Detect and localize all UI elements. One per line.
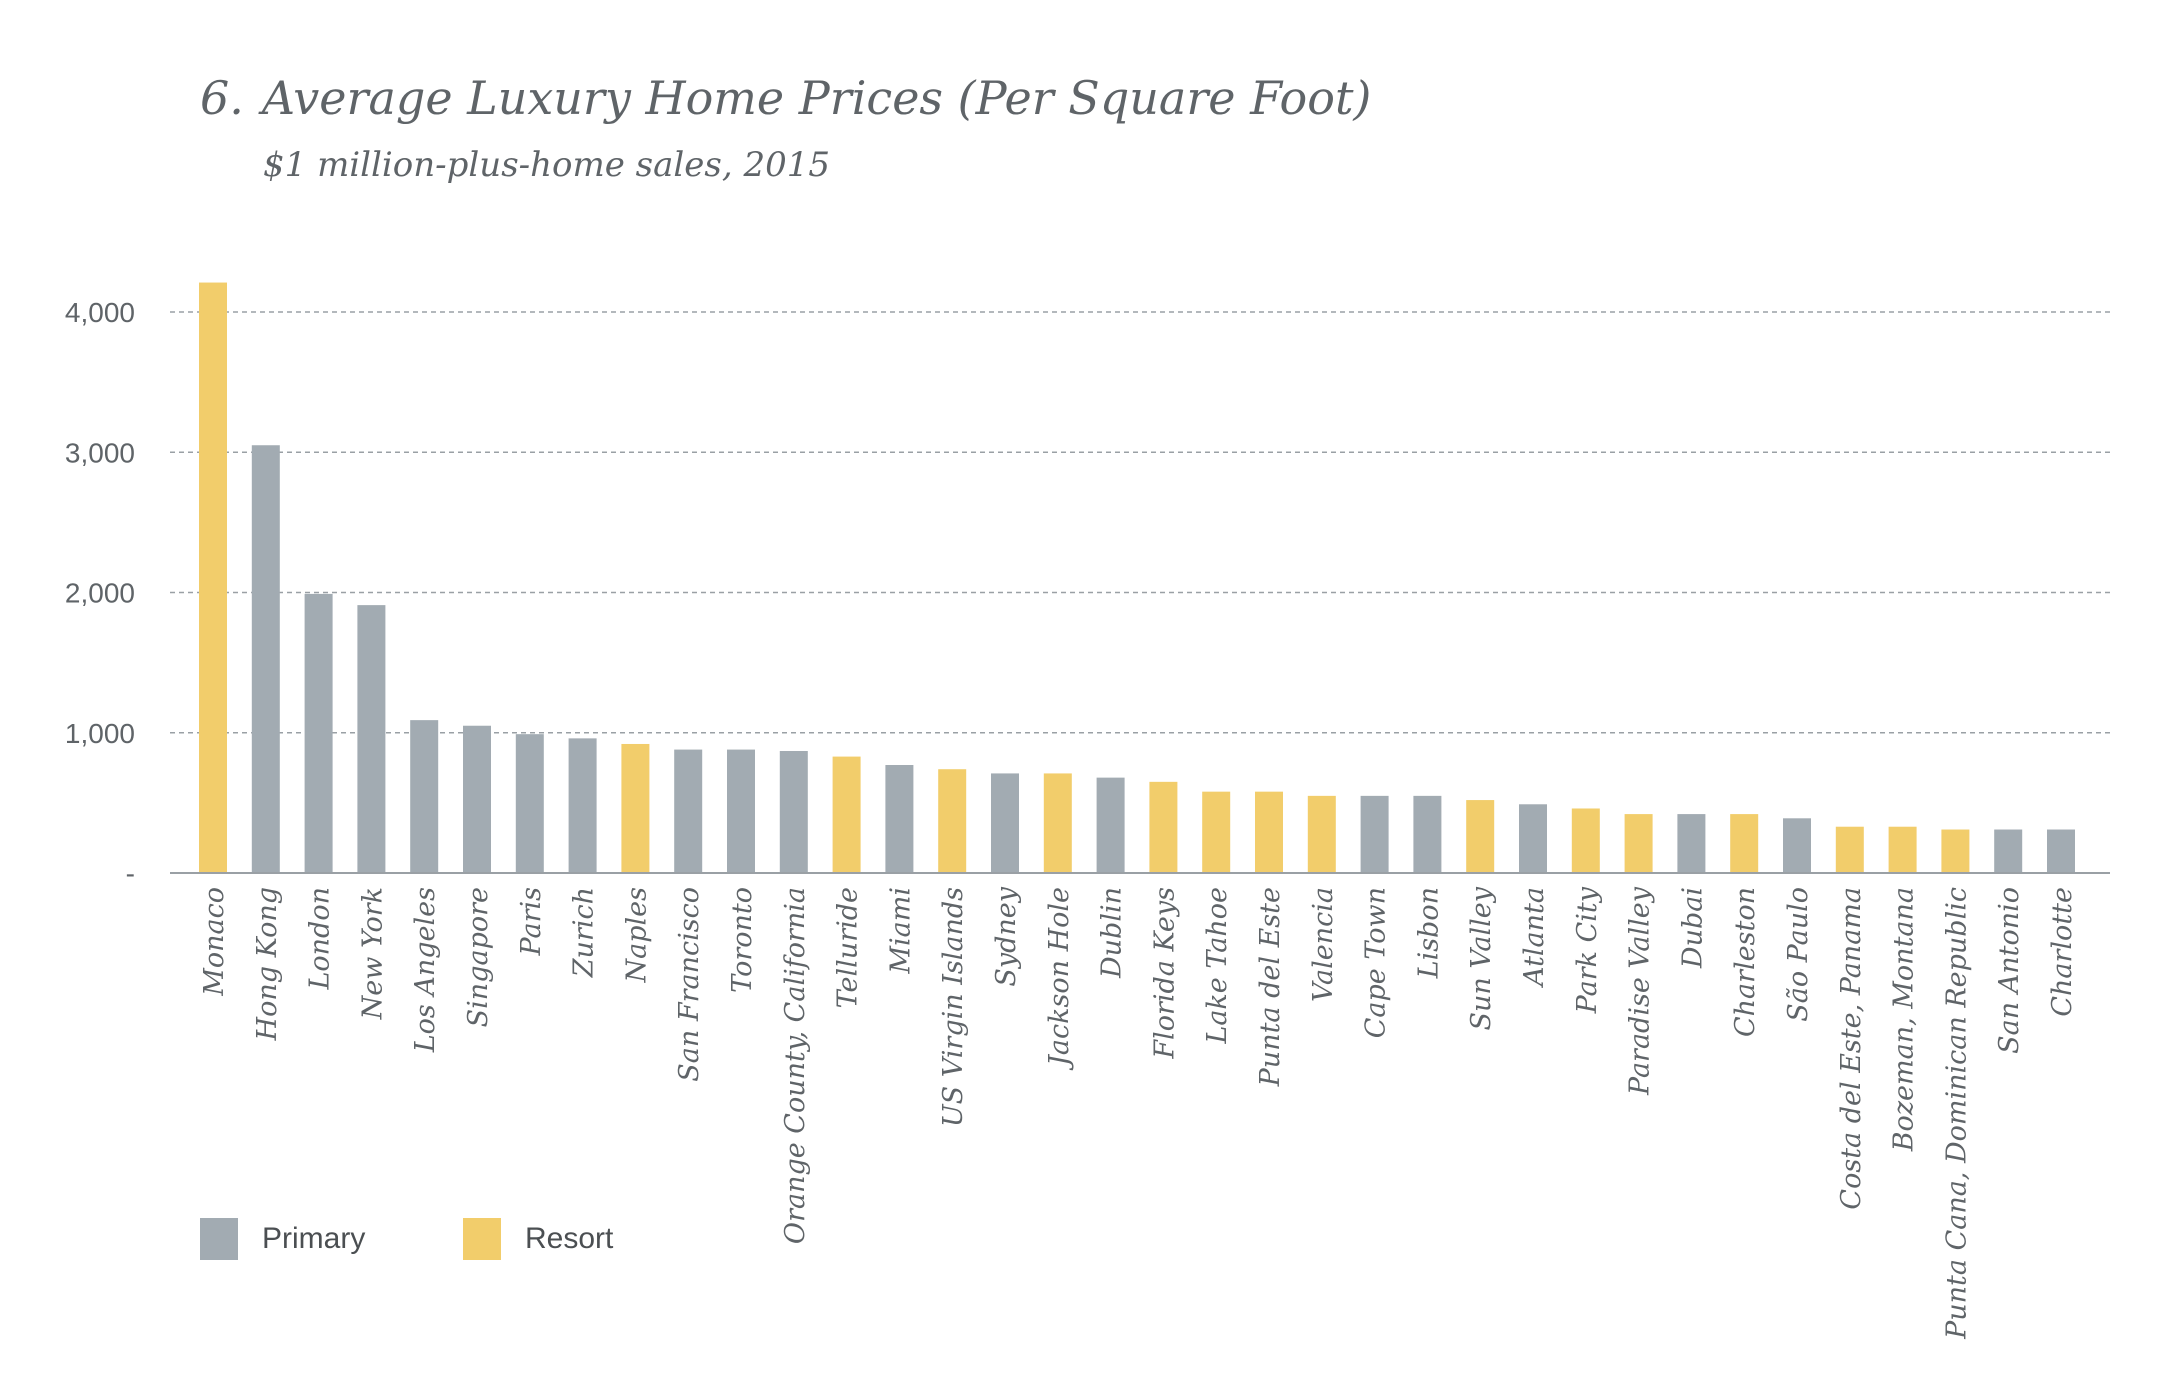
x-tick-label-naples: Naples <box>621 887 652 983</box>
x-tick-label-monaco: Monaco <box>199 887 230 997</box>
y-tick-label: 4,000 <box>65 297 135 328</box>
bar-new-york <box>357 605 386 873</box>
bar-sydney <box>991 773 1019 873</box>
bar-cape-town <box>1360 795 1389 873</box>
x-tick-label-lake-tahoe: Lake Tahoe <box>1202 887 1233 1045</box>
bars <box>199 282 2075 873</box>
x-tick-label-sydney: Sydney <box>991 886 1022 986</box>
bar-paradise-valley <box>1624 814 1653 873</box>
x-tick-label-london: London <box>305 887 336 991</box>
legend-label-resort: Resort <box>525 1222 614 1255</box>
bar-los-angeles <box>410 720 439 873</box>
x-tick-label-singapore: Singapore <box>463 887 494 1027</box>
bar-sao-paulo <box>1783 818 1811 873</box>
chart-subtitle: $1 million-plus-home sales, 2015 <box>263 145 830 185</box>
x-tick-label-bozeman-montana: Bozeman, Montana <box>1889 887 1920 1152</box>
bar-hong-kong <box>251 445 280 873</box>
bar-telluride <box>832 756 861 873</box>
bar-bozeman-montana <box>1888 826 1917 873</box>
legend-swatch-resort <box>463 1218 501 1260</box>
bar-charleston <box>1730 814 1759 873</box>
bar-charlotte <box>2047 829 2075 873</box>
chart-title-number: 6. <box>200 71 244 125</box>
bar-punta-del-este <box>1255 791 1283 873</box>
bar-park-city <box>1571 808 1600 873</box>
chart-title: 6. Average Luxury Home Prices (Per Square… <box>200 72 1371 125</box>
x-tick-label-park-city: Park City <box>1572 886 1603 1014</box>
x-axis-category-labels: Monaco Hong Kong London New York Los Angeles… <box>199 886 2078 1340</box>
bar-lake-tahoe <box>1202 791 1231 873</box>
bar-toronto <box>727 749 755 873</box>
y-tick-label: - <box>126 858 135 889</box>
x-tick-label-zurich: Zurich <box>569 887 600 978</box>
x-tick-label-atlanta: Atlanta <box>1519 887 1550 989</box>
bar-punta-cana-dominican-republic <box>1941 829 1970 873</box>
bar-san-antonio <box>1994 829 2023 873</box>
y-tick-label: 3,000 <box>65 437 135 468</box>
bar-us-virgin-islands <box>938 769 967 873</box>
bar-costa-del-este-panama <box>1835 826 1864 873</box>
y-axis-tick-labels: - 1,000 2,000 3,000 4,000 <box>65 297 135 889</box>
x-tick-label-los-angeles: Los Angeles <box>410 887 441 1053</box>
x-tick-label-miami: Miami <box>885 887 916 975</box>
bar-atlanta <box>1519 804 1547 873</box>
x-tick-label-orange-county-california: Orange County, California <box>780 887 811 1244</box>
x-tick-label-sao-paulo: São Paulo <box>1783 887 1814 1022</box>
legend-item-resort: Resort <box>463 1218 613 1260</box>
x-tick-label-toronto: Toronto <box>727 887 758 993</box>
y-tick-label: 2,000 <box>65 578 135 609</box>
bar-naples <box>621 743 650 873</box>
x-tick-label-dublin: Dublin <box>1097 887 1128 979</box>
x-tick-label-hong-kong: Hong Kong <box>252 887 283 1041</box>
bar-monaco <box>199 282 227 873</box>
legend-swatch-primary <box>200 1218 238 1260</box>
x-tick-label-paradise-valley: Paradise Valley <box>1625 886 1656 1096</box>
bar-valencia <box>1307 795 1336 873</box>
x-tick-label-jackson-hole: Jackson Hole <box>1044 887 1075 1071</box>
bar-zurich <box>568 738 597 873</box>
y-tick-label: 1,000 <box>65 718 135 749</box>
legend-item-primary: Primary <box>200 1218 365 1260</box>
x-tick-label-sun-valley: Sun Valley <box>1466 886 1497 1030</box>
bar-paris <box>515 734 544 873</box>
bar-sun-valley <box>1466 800 1495 873</box>
x-tick-label-punta-del-este: Punta del Este <box>1255 887 1286 1087</box>
x-tick-label-telluride: Telluride <box>833 887 864 1008</box>
x-tick-label-san-francisco: San Francisco <box>674 887 705 1082</box>
bar-jackson-hole <box>1043 773 1072 873</box>
bar-singapore <box>463 725 491 873</box>
x-tick-label-charleston: Charleston <box>1730 887 1761 1037</box>
bar-london <box>304 593 333 873</box>
x-tick-label-lisbon: Lisbon <box>1413 887 1444 979</box>
bar-miami <box>885 765 914 873</box>
x-tick-label-florida-keys: Florida Keys <box>1149 887 1180 1060</box>
bar-lisbon <box>1413 795 1442 873</box>
x-tick-label-punta-cana-dominican-republic: Punta Cana, Dominican Republic <box>1941 887 1972 1340</box>
bar-dubai <box>1677 814 1706 873</box>
x-tick-label-costa-del-este-panama: Costa del Este, Panama <box>1836 887 1867 1210</box>
bar-san-francisco <box>674 749 703 873</box>
x-tick-label-charlotte: Charlotte <box>2047 887 2078 1017</box>
x-tick-label-cape-town: Cape Town <box>1361 887 1392 1038</box>
bar-florida-keys <box>1149 781 1178 873</box>
x-tick-label-san-antonio: San Antonio <box>1994 887 2025 1054</box>
grid-lines <box>170 311 2110 734</box>
x-tick-label-dubai: Dubai <box>1677 887 1708 969</box>
x-tick-label-valencia: Valencia <box>1308 887 1339 1002</box>
x-tick-label-new-york: New York <box>357 887 388 1020</box>
x-tick-label-us-virgin-islands: US Virgin Islands <box>938 887 969 1127</box>
legend-label-primary: Primary <box>262 1222 366 1255</box>
x-tick-label-paris: Paris <box>516 887 547 956</box>
bar-dublin <box>1096 777 1125 873</box>
bar-orange-county-california <box>779 750 808 873</box>
chart-title-text: Average Luxury Home Prices (Per Square F… <box>261 71 1372 125</box>
